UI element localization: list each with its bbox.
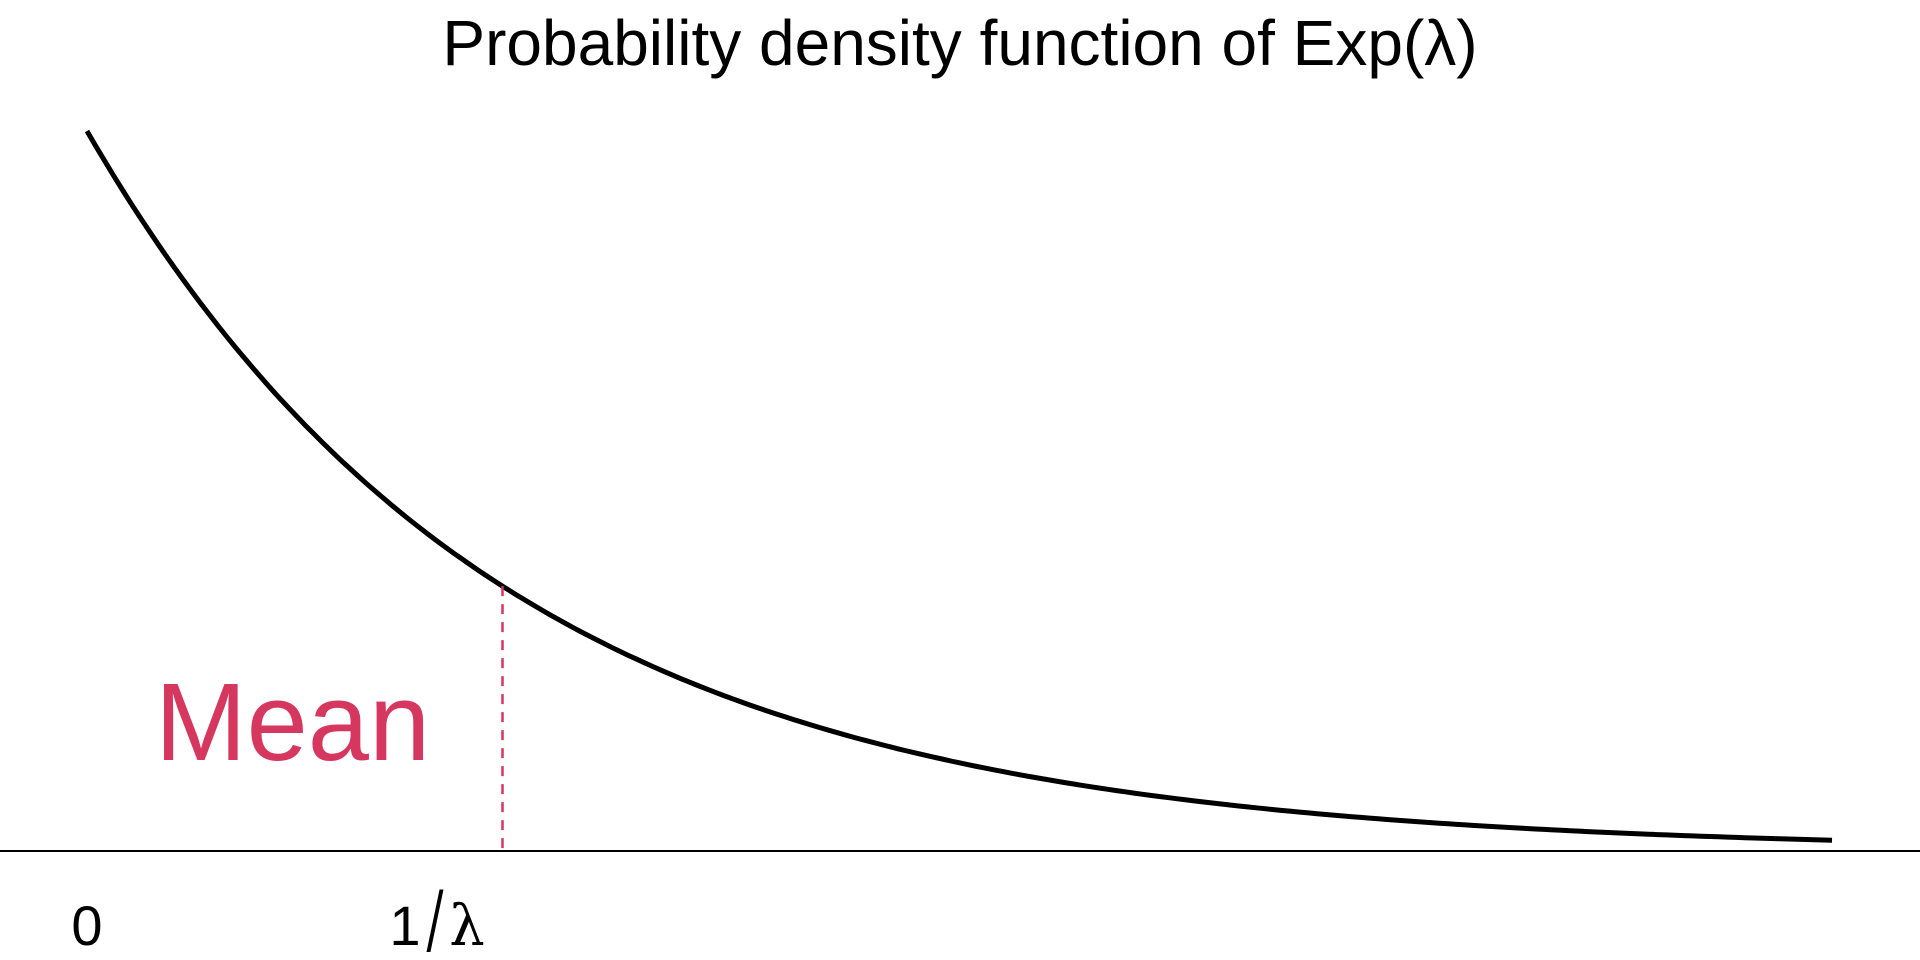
x-tick-label-slash: / xyxy=(427,876,444,960)
plot-area xyxy=(84,129,1833,851)
chart-title: Probability density function of Exp(λ) xyxy=(442,7,1477,79)
x-tick-label-1-numerator: 1 xyxy=(389,894,420,957)
x-tick-label-0: 0 xyxy=(71,894,102,957)
mean-label: Mean xyxy=(155,661,430,784)
x-tick-label-lambda: λ xyxy=(449,894,485,959)
x-tick-label-mean: 1 / λ xyxy=(389,876,484,960)
pdf-curve xyxy=(84,129,1833,843)
